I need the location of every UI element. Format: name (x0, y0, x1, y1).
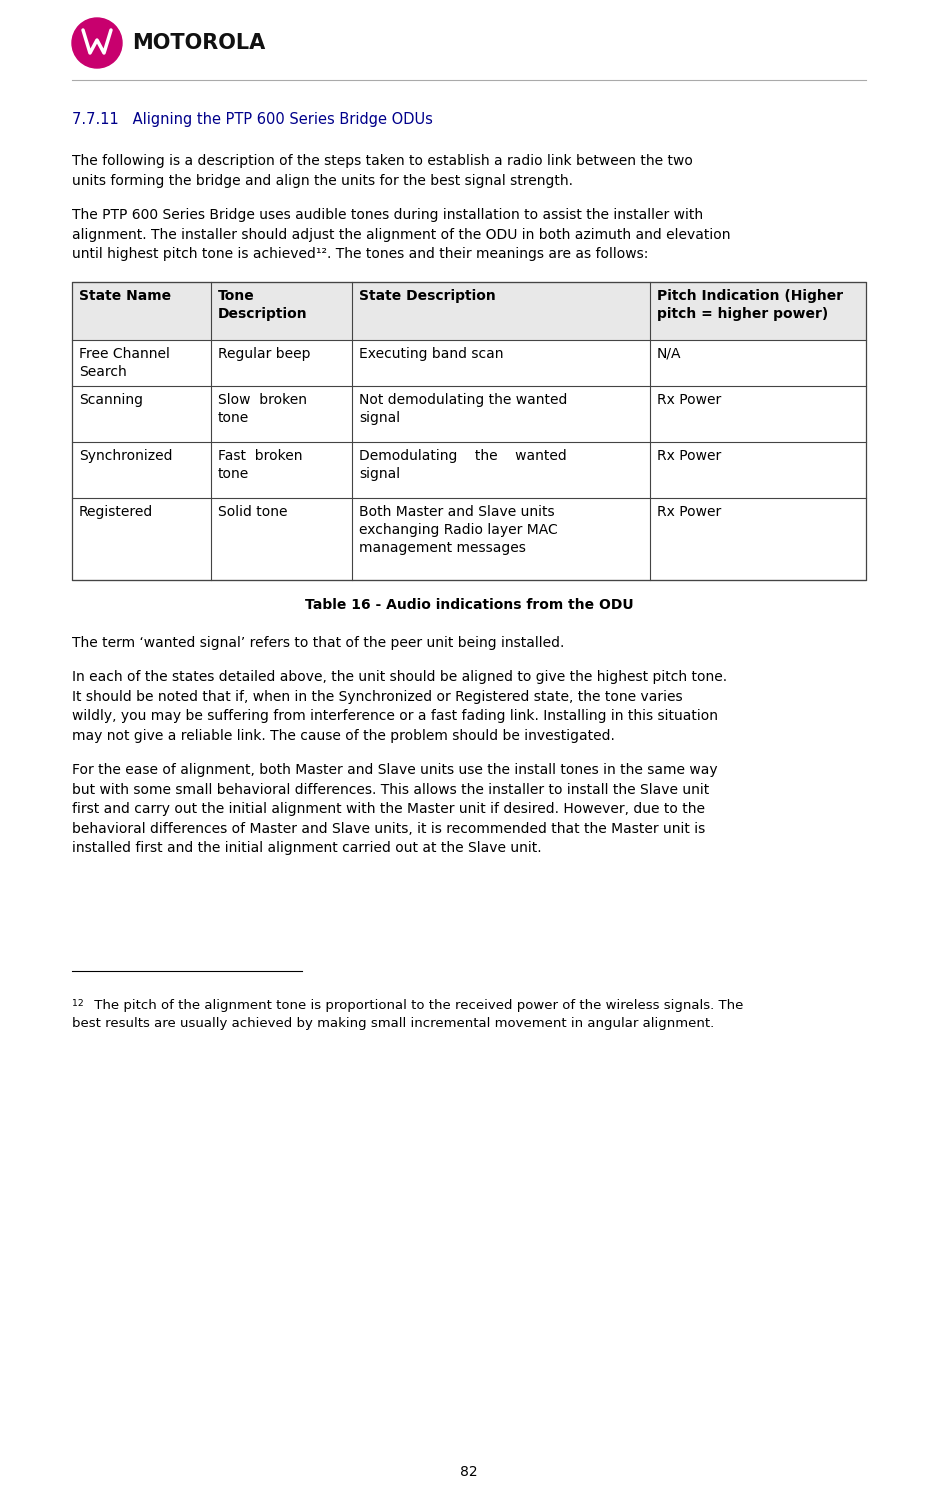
Text: wildly, you may be suffering from interference or a fast fading link. Installing: wildly, you may be suffering from interf… (72, 710, 718, 723)
Bar (72, 281, 866, 580)
Circle shape (72, 18, 122, 69)
Text: Fast  broken
tone: Fast broken tone (218, 448, 302, 481)
Text: The PTP 600 Series Bridge uses audible tones during installation to assist the i: The PTP 600 Series Bridge uses audible t… (72, 208, 704, 223)
Text: N/A: N/A (657, 347, 682, 360)
Text: installed first and the initial alignment carried out at the Slave unit.: installed first and the initial alignmen… (72, 841, 541, 855)
Text: Rx Power: Rx Power (657, 448, 721, 463)
Text: 82: 82 (461, 1466, 477, 1479)
Text: State Name: State Name (79, 288, 171, 302)
Text: The following is a description of the steps taken to establish a radio link betw: The following is a description of the st… (72, 154, 693, 167)
Text: The term ‘wanted signal’ refers to that of the peer unit being installed.: The term ‘wanted signal’ refers to that … (72, 635, 565, 650)
Text: first and carry out the initial alignment with the Master unit if desired. Howev: first and carry out the initial alignmen… (72, 802, 705, 816)
Text: Not demodulating the wanted
signal: Not demodulating the wanted signal (359, 393, 567, 424)
Text: Rx Power: Rx Power (657, 393, 721, 406)
Text: 7.7.11   Aligning the PTP 600 Series Bridge ODUs: 7.7.11 Aligning the PTP 600 Series Bridg… (72, 112, 432, 127)
Text: alignment. The installer should adjust the alignment of the ODU in both azimuth : alignment. The installer should adjust t… (72, 227, 731, 242)
Text: best results are usually achieved by making small incremental movement in angula: best results are usually achieved by mak… (72, 1017, 714, 1029)
Text: In each of the states detailed above, the unit should be aligned to give the hig: In each of the states detailed above, th… (72, 669, 727, 684)
Text: Regular beep: Regular beep (218, 347, 310, 360)
Text: Free Channel
Search: Free Channel Search (79, 347, 170, 379)
Text: Synchronized: Synchronized (79, 448, 173, 463)
Text: MOTOROLA: MOTOROLA (132, 33, 265, 52)
Text: Pitch Indication (Higher
pitch = higher power): Pitch Indication (Higher pitch = higher … (657, 288, 843, 321)
Text: It should be noted that if, when in the Synchronized or Registered state, the to: It should be noted that if, when in the … (72, 690, 683, 704)
Text: Executing band scan: Executing band scan (359, 347, 504, 360)
Text: Both Master and Slave units
exchanging Radio layer MAC
management messages: Both Master and Slave units exchanging R… (359, 505, 558, 556)
Text: may not give a reliable link. The cause of the problem should be investigated.: may not give a reliable link. The cause … (72, 729, 615, 743)
Text: but with some small behavioral differences. This allows the installer to install: but with some small behavioral differenc… (72, 783, 709, 796)
Text: The pitch of the alignment tone is proportional to the received power of the wir: The pitch of the alignment tone is propo… (90, 998, 744, 1011)
Text: until highest pitch tone is achieved¹². The tones and their meanings are as foll: until highest pitch tone is achieved¹². … (72, 247, 648, 261)
Text: Slow  broken
tone: Slow broken tone (218, 393, 307, 424)
Text: Rx Power: Rx Power (657, 505, 721, 518)
Text: units forming the bridge and align the units for the best signal strength.: units forming the bridge and align the u… (72, 173, 573, 188)
Text: For the ease of alignment, both Master and Slave units use the install tones in : For the ease of alignment, both Master a… (72, 763, 718, 777)
Text: Solid tone: Solid tone (218, 505, 287, 518)
Text: 12: 12 (72, 998, 83, 1007)
Text: Table 16 - Audio indications from the ODU: Table 16 - Audio indications from the OD… (305, 598, 633, 611)
Text: Scanning: Scanning (79, 393, 143, 406)
Text: Registered: Registered (79, 505, 153, 518)
Text: Demodulating    the    wanted
signal: Demodulating the wanted signal (359, 448, 567, 481)
Text: State Description: State Description (359, 288, 496, 302)
Text: Tone
Description: Tone Description (218, 288, 308, 321)
Text: behavioral differences of Master and Slave units, it is recommended that the Mas: behavioral differences of Master and Sla… (72, 822, 705, 835)
Bar (72, 281, 866, 339)
